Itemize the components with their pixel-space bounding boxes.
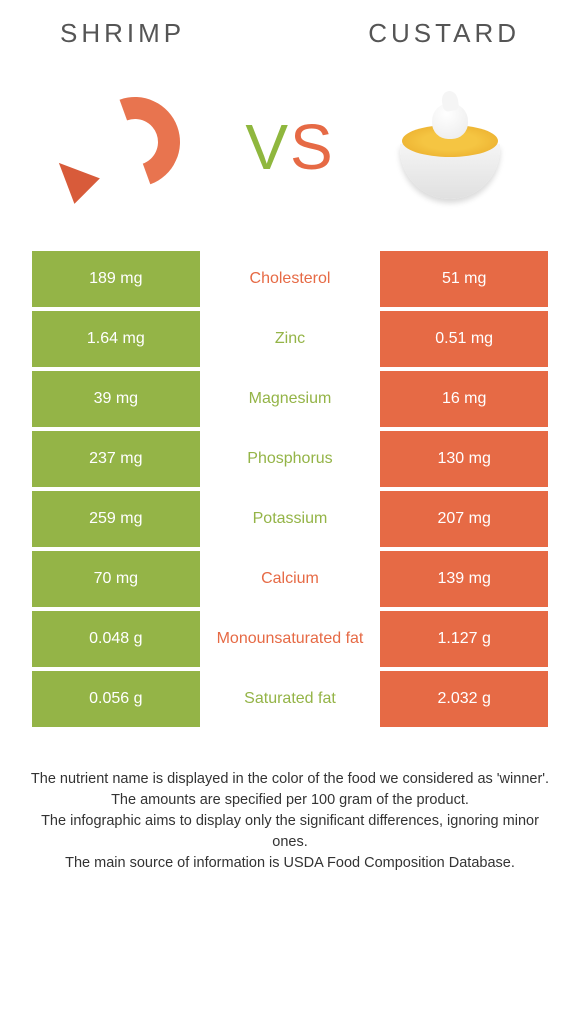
value-shrimp: 237 mg	[32, 431, 200, 487]
value-shrimp: 0.056 g	[32, 671, 200, 727]
table-row: 39 mgMagnesium16 mg	[32, 371, 548, 427]
nutrient-label: Calcium	[204, 551, 377, 607]
value-custard: 139 mg	[380, 551, 548, 607]
value-custard: 2.032 g	[380, 671, 548, 727]
table-row: 1.64 mgZinc0.51 mg	[32, 311, 548, 367]
nutrient-label: Monounsaturated fat	[204, 611, 377, 667]
image-row: VS	[0, 57, 580, 247]
value-custard: 130 mg	[380, 431, 548, 487]
table-row: 259 mgPotassium207 mg	[32, 491, 548, 547]
table-row: 189 mgCholesterol51 mg	[32, 251, 548, 307]
title-custard: Custard	[368, 18, 520, 49]
value-custard: 1.127 g	[380, 611, 548, 667]
table-row: 70 mgCalcium139 mg	[32, 551, 548, 607]
nutrient-label: Zinc	[204, 311, 377, 367]
footer-notes: The nutrient name is displayed in the co…	[0, 731, 580, 874]
title-shrimp: Shrimp	[60, 18, 185, 49]
value-custard: 207 mg	[380, 491, 548, 547]
nutrient-label: Cholesterol	[204, 251, 377, 307]
footer-line-2: The amounts are specified per 100 gram o…	[30, 790, 550, 811]
table-row: 237 mgPhosphorus130 mg	[32, 431, 548, 487]
value-shrimp: 259 mg	[32, 491, 200, 547]
nutrition-table: 189 mgCholesterol51 mg1.64 mgZinc0.51 mg…	[28, 247, 552, 731]
nutrient-label: Saturated fat	[204, 671, 377, 727]
footer-line-1: The nutrient name is displayed in the co…	[30, 769, 550, 790]
vs-s: S	[290, 111, 335, 183]
nutrient-label: Potassium	[204, 491, 377, 547]
nutrient-label: Magnesium	[204, 371, 377, 427]
value-custard: 16 mg	[380, 371, 548, 427]
footer-line-3: The infographic aims to display only the…	[30, 811, 550, 853]
vs-label: VS	[245, 110, 334, 184]
value-shrimp: 70 mg	[32, 551, 200, 607]
value-shrimp: 0.048 g	[32, 611, 200, 667]
vs-v: V	[245, 111, 290, 183]
custard-image	[370, 67, 530, 227]
value-custard: 0.51 mg	[380, 311, 548, 367]
table-row: 0.048 gMonounsaturated fat1.127 g	[32, 611, 548, 667]
value-shrimp: 189 mg	[32, 251, 200, 307]
table-row: 0.056 gSaturated fat2.032 g	[32, 671, 548, 727]
value-shrimp: 1.64 mg	[32, 311, 200, 367]
nutrient-label: Phosphorus	[204, 431, 377, 487]
shrimp-image	[50, 67, 210, 227]
value-shrimp: 39 mg	[32, 371, 200, 427]
footer-line-4: The main source of information is USDA F…	[30, 853, 550, 874]
header: Shrimp Custard	[0, 0, 580, 57]
value-custard: 51 mg	[380, 251, 548, 307]
